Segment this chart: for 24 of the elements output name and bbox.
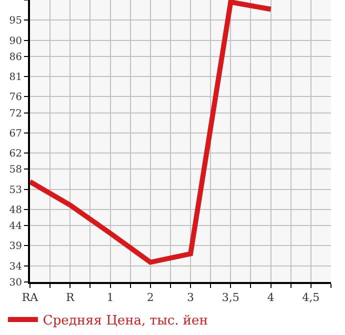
x-tick-label: 3 bbox=[187, 291, 194, 304]
y-tick-label: 30 bbox=[9, 278, 22, 288]
y-tick-label: 48 bbox=[9, 204, 22, 216]
y-tick-label: 90 bbox=[9, 36, 22, 47]
x-tick-label: 3,5 bbox=[222, 291, 240, 304]
y-tick-label: 58 bbox=[9, 164, 22, 176]
x-tick-label: RA bbox=[22, 291, 40, 304]
y-tick-label: 39 bbox=[9, 241, 22, 252]
y-tick-label: 76 bbox=[9, 92, 22, 104]
x-tick-label: R bbox=[66, 291, 75, 304]
y-tick-label: 86 bbox=[9, 52, 22, 63]
y-tick-label: 67 bbox=[9, 128, 22, 140]
y-tick-label: 53 bbox=[9, 184, 22, 196]
y-tick-label: 62 bbox=[9, 148, 22, 160]
x-tick-label: 4,5 bbox=[302, 291, 320, 304]
y-tick-label: 81 bbox=[9, 72, 22, 84]
y-tick-label: 72 bbox=[9, 108, 22, 120]
y-tick-label: 95 bbox=[9, 16, 22, 27]
y-tick-label: 34 bbox=[9, 261, 22, 272]
x-tick-label: 4 bbox=[267, 291, 274, 304]
x-tick-label: 1 bbox=[106, 291, 114, 304]
legend-label: Средняя Цена, тыс. йен bbox=[42, 314, 208, 329]
y-tick-label: 44 bbox=[9, 221, 22, 232]
x-tick-label: 2 bbox=[146, 291, 154, 304]
